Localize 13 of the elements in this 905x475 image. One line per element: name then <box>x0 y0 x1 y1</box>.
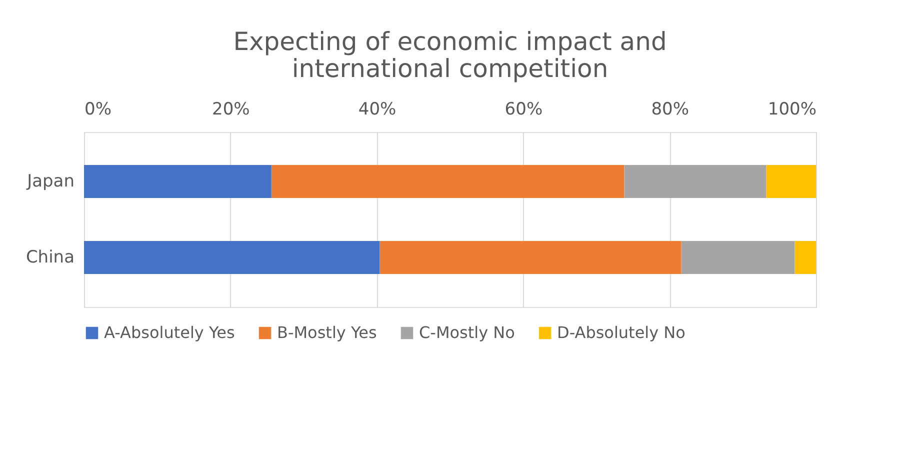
y-tick-label: Japan <box>26 171 74 192</box>
legend-label: C-Mostly No <box>419 323 515 342</box>
y-tick-label: China <box>26 248 74 268</box>
x-tick-label: 20% <box>212 100 250 120</box>
x-tick-label: 40% <box>358 100 396 120</box>
x-tick-label: 60% <box>504 100 543 120</box>
x-tick-label: 0% <box>84 100 112 120</box>
legend-label: D-Absolutely No <box>557 323 686 342</box>
legend-label: B-Mostly Yes <box>277 323 377 342</box>
chart-title: Expecting of economic impact and international competition <box>233 27 667 83</box>
x-tick-label: 80% <box>651 100 689 120</box>
legend-label: A-Absolutely Yes <box>104 323 235 342</box>
x-tick-label: 100% <box>768 100 816 120</box>
